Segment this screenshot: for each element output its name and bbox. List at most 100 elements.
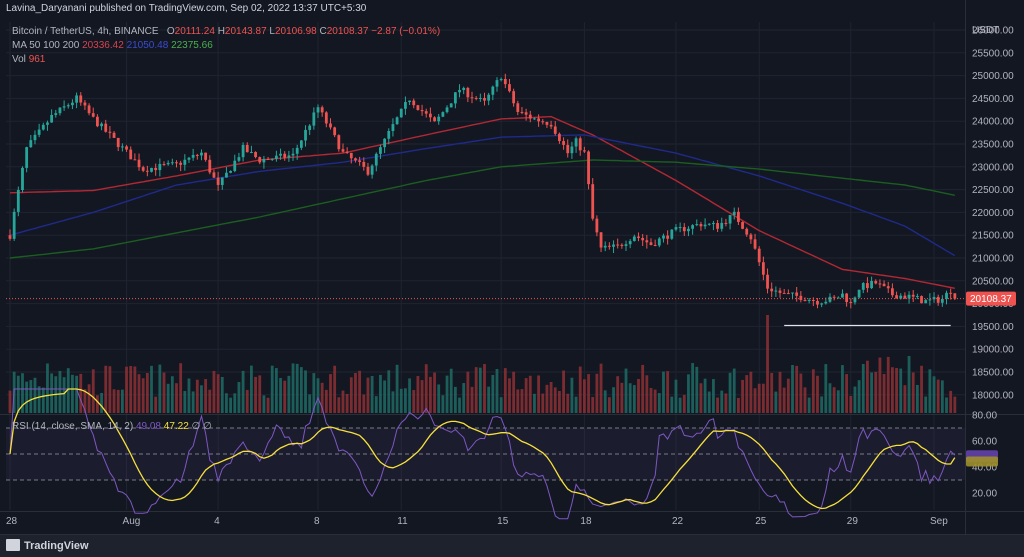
candle-body: [915, 296, 919, 298]
volume-bar: [21, 373, 24, 413]
rsi-legend[interactable]: RSI (14, close, SMA, 14, 2) 49.08 47.22 …: [12, 421, 212, 432]
volume-bar: [433, 372, 436, 413]
candle-body: [924, 300, 928, 304]
volume-bar: [208, 389, 212, 413]
volume-bar: [195, 379, 199, 413]
candle-body: [712, 223, 715, 225]
volume-bar: [591, 397, 595, 413]
candle-body: [949, 292, 953, 294]
candle-body: [878, 283, 882, 285]
volume-bar: [670, 396, 674, 413]
candle-body: [553, 126, 557, 134]
volume-bar: [262, 395, 266, 413]
volume-bar: [678, 397, 682, 413]
ma200-line: [9, 159, 955, 259]
rsi-sma-line: [9, 388, 956, 510]
candle-body: [591, 184, 595, 219]
candle-body: [745, 228, 749, 235]
volume-bar: [229, 397, 233, 413]
candle-body: [408, 100, 411, 103]
candle-body: [558, 133, 561, 142]
rsi-label: RSI (14, close, SMA, 14, 2): [12, 421, 134, 432]
candle-body: [620, 244, 624, 246]
volume-bar: [932, 376, 936, 413]
candle-body: [874, 281, 878, 284]
candle-body: [362, 161, 366, 167]
volume-bar: [774, 391, 778, 413]
volume-bar: [16, 375, 20, 413]
candle-body: [304, 129, 307, 141]
candle-body: [516, 103, 520, 112]
volume-bar: [824, 364, 828, 413]
volume-bar: [870, 372, 873, 413]
volume-bar: [553, 387, 557, 413]
volume-bar: [570, 377, 574, 413]
candle-body: [474, 97, 478, 99]
candle-body: [295, 147, 299, 154]
volume-bar: [828, 383, 832, 413]
candle-body: [612, 244, 615, 247]
volume-bar: [558, 391, 561, 413]
volume-bar: [145, 373, 149, 413]
candle-body: [637, 236, 640, 238]
rsi-tick-label: 40.00: [972, 463, 997, 474]
time-tick-label: 18: [580, 516, 592, 527]
candle-body: [308, 125, 312, 130]
volume-bar: [112, 389, 116, 413]
ma-legend[interactable]: MA 50 100 200 20336.42 21050.48 22375.66: [12, 40, 213, 51]
volume-bar: [33, 377, 37, 413]
candle-body: [379, 147, 382, 154]
time-tick-label: 28: [6, 516, 18, 527]
volume-bar: [886, 356, 890, 413]
volume-bar: [308, 394, 312, 413]
candle-body: [541, 121, 545, 123]
volume-bar: [341, 390, 345, 413]
candle-body: [312, 112, 316, 126]
candle-body: [895, 295, 898, 299]
candle-body: [187, 157, 191, 160]
volume-bar: [220, 376, 224, 413]
price-axis-unit: USDT: [972, 25, 999, 36]
volume-bar: [674, 379, 678, 413]
volume-bar: [162, 372, 166, 413]
candle-body: [274, 155, 278, 159]
volume-bar: [291, 363, 295, 413]
candle-body: [528, 114, 532, 119]
volume-bar: [470, 386, 474, 413]
tradingview-logo[interactable]: TradingView: [6, 539, 89, 552]
candle-body: [83, 102, 87, 106]
volume-bar: [508, 378, 511, 413]
candle-body: [25, 147, 29, 168]
volume-bar: [137, 374, 141, 413]
volume-bar: [716, 397, 719, 413]
volume-bar: [362, 394, 366, 413]
candle-body: [674, 227, 678, 230]
volume-bar: [924, 396, 928, 413]
candle-body: [237, 157, 241, 161]
candle-body: [753, 239, 757, 249]
candle-body: [499, 78, 503, 81]
candle-body: [870, 281, 873, 289]
candle-body: [761, 262, 765, 275]
volume-bar: [225, 393, 228, 413]
volume-bar: [412, 390, 416, 413]
volume-bar: [503, 368, 507, 413]
volume-bar: [279, 377, 282, 413]
low-value: 20106.98: [274, 26, 317, 37]
volume-bar: [183, 391, 187, 413]
candle-body: [333, 127, 337, 136]
volume-bar: [233, 393, 237, 413]
candle-body: [329, 123, 332, 128]
candle-body: [229, 171, 233, 173]
candle-body: [645, 240, 649, 243]
candle-body: [12, 211, 16, 239]
volume-bar: [87, 384, 91, 413]
candle-body: [404, 102, 407, 109]
published-note: Lavina_Daryanani published on TradingVie…: [6, 3, 367, 14]
volume-bar: [786, 378, 790, 413]
vol-legend[interactable]: Vol 961: [12, 54, 45, 65]
volume-bar: [424, 364, 428, 413]
candle-body: [387, 131, 391, 139]
candle-body: [899, 295, 903, 299]
